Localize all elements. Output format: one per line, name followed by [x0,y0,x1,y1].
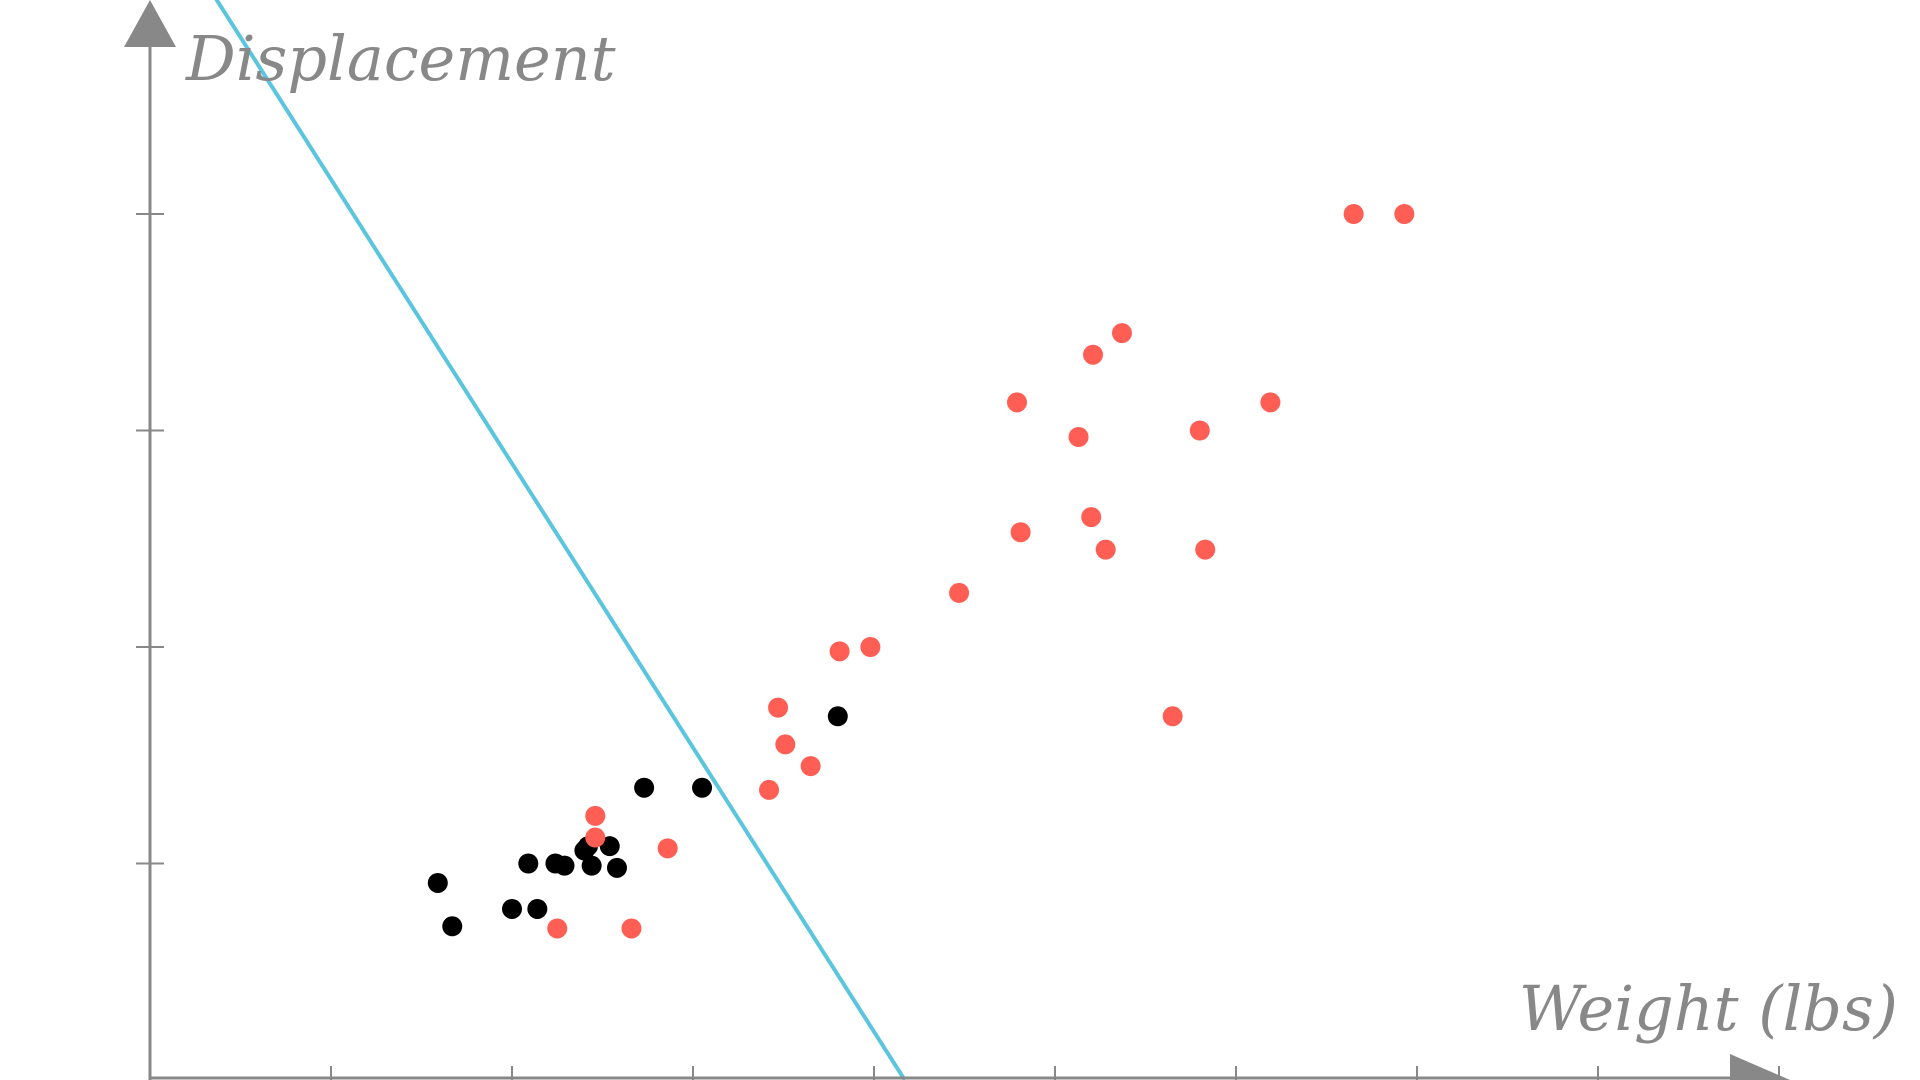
x-axis-label: Weight (lbs) [1519,972,1898,1045]
class-b-point [1006,392,1027,413]
class-b-point [585,805,606,826]
class-b-point [1189,420,1210,441]
class-a-point [442,916,463,937]
axis-ticks [136,213,1780,1080]
class-b-point [1162,706,1183,727]
class-b-point [1111,323,1132,344]
class-b-point [621,918,642,939]
class-b-point [1081,507,1102,528]
class-a-point [606,857,627,878]
x-axis-arrowhead [1730,1054,1790,1080]
class-b-point [759,779,780,800]
class-a-point [518,853,539,874]
class-b-point [829,641,850,662]
class-b-point [1083,344,1104,365]
class-a-point [692,777,713,798]
class-b-point [1010,522,1031,543]
class-b-point [949,582,970,603]
class-b-point [860,637,881,657]
class-b-point [547,918,568,939]
class-b-point [1394,204,1415,224]
class-b-point [800,756,821,777]
class-a-point [427,872,448,893]
class-a-point [827,706,848,727]
class-b-point [768,697,789,718]
class-a-point [581,855,602,876]
y-axis-arrowhead [124,0,176,47]
class-a-point [527,898,548,919]
class-b-point [1068,426,1089,447]
class-b-point [585,827,606,848]
decision-boundary-layer [214,0,907,1080]
axes [124,0,1790,1080]
class-b-point [1343,204,1364,224]
class-a-point [554,855,575,876]
class-b-point [1260,392,1281,413]
class-b-point [1095,539,1116,560]
data-points [427,204,1415,939]
class-b-point [1195,539,1216,560]
class-a-point [502,898,522,919]
y-axis-label: Displacement [185,22,616,95]
decision-boundary-line [214,0,907,1080]
class-b-point [775,734,796,755]
class-a-point [599,836,620,857]
class-a-point [634,777,655,798]
class-b-point [657,838,678,859]
